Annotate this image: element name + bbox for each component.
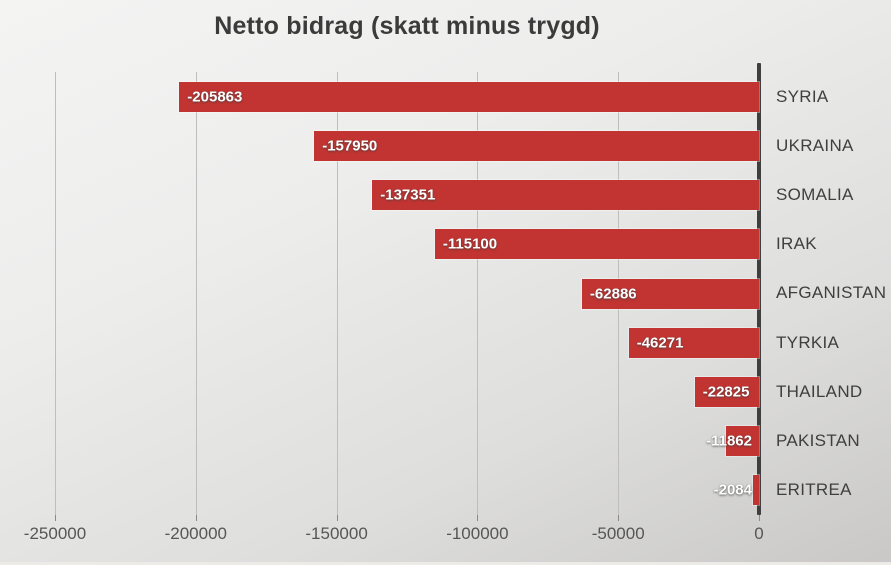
plot-area: -205863 -157950 -137351 -115100 -62886 -46271… — [55, 63, 761, 521]
x-tick-mark — [618, 515, 620, 521]
zero-axis-line — [757, 63, 761, 515]
x-tick-mark — [336, 515, 338, 521]
gridline — [477, 72, 479, 515]
category-label-syria: SYRIA — [776, 86, 829, 106]
bar-value-label: -157950 — [322, 137, 378, 155]
bar-value-label: -205863 — [187, 88, 243, 106]
category-label-somalia: SOMALIA — [776, 185, 854, 205]
x-tick-label: -150000 — [305, 524, 368, 543]
x-tick-mark — [477, 515, 479, 521]
bar-value-label: -137351 — [380, 186, 436, 204]
x-tick-mark — [55, 515, 56, 521]
bar-value-label: -115100 — [442, 235, 498, 253]
bar-row: -157950 — [55, 130, 759, 161]
bar-value-label: -22825 — [702, 383, 750, 401]
bar-afganistan: -62886 — [581, 278, 759, 309]
bar-eritrea: -2084 — [714, 475, 759, 506]
bar-irak: -115100 — [434, 229, 759, 260]
bar-value-label: -46271 — [636, 334, 684, 352]
category-label-thailand: THAILAND — [776, 381, 863, 401]
bar-value-label: -2084 — [713, 481, 752, 499]
gridline — [336, 72, 338, 515]
category-label-pakistan: PAKISTAN — [776, 431, 860, 451]
bar-ukraina: -157950 — [314, 130, 759, 161]
bar-syria: -205863 — [179, 81, 759, 112]
bar-row: -46271 — [55, 327, 759, 358]
bar-row: -2084 — [55, 475, 759, 506]
bar-row: -137351 — [55, 180, 759, 211]
bar-thailand: -22825 — [694, 376, 759, 407]
x-tick-label: -250000 — [23, 524, 87, 543]
bar-tyrkia: -46271 — [628, 327, 759, 358]
bar-row: -62886 — [55, 278, 759, 309]
bar-row: -22825 — [55, 376, 759, 407]
x-tick-label: 0 — [754, 524, 764, 543]
bar-pakistan: -11862 — [706, 426, 759, 457]
bar-value-label: -11862 — [706, 432, 752, 450]
x-tick-label: -200000 — [164, 524, 227, 543]
chart-title: Netto bidrag (skatt minus trygd) — [214, 12, 600, 40]
x-tick-mark — [195, 515, 197, 521]
category-label-afganistan: AFGANISTAN — [776, 283, 887, 303]
gridline — [195, 72, 197, 515]
category-label-ukraina: UKRAINA — [776, 135, 854, 155]
bar-row: -115100 — [55, 229, 759, 260]
bar-row: -11862 — [55, 426, 759, 457]
bar-somalia: -137351 — [372, 180, 759, 211]
x-tick-label: -100000 — [446, 524, 509, 543]
gridline — [55, 72, 56, 515]
x-tick-mark — [759, 515, 760, 521]
category-label-tyrkia: TYRKIA — [776, 332, 840, 352]
bar-row: -205863 — [55, 81, 759, 112]
category-label-eritrea: ERITREA — [776, 480, 852, 500]
category-label-irak: IRAK — [776, 234, 817, 254]
x-tick-label: -50000 — [591, 524, 645, 543]
bar-value-label: -62886 — [589, 285, 637, 302]
